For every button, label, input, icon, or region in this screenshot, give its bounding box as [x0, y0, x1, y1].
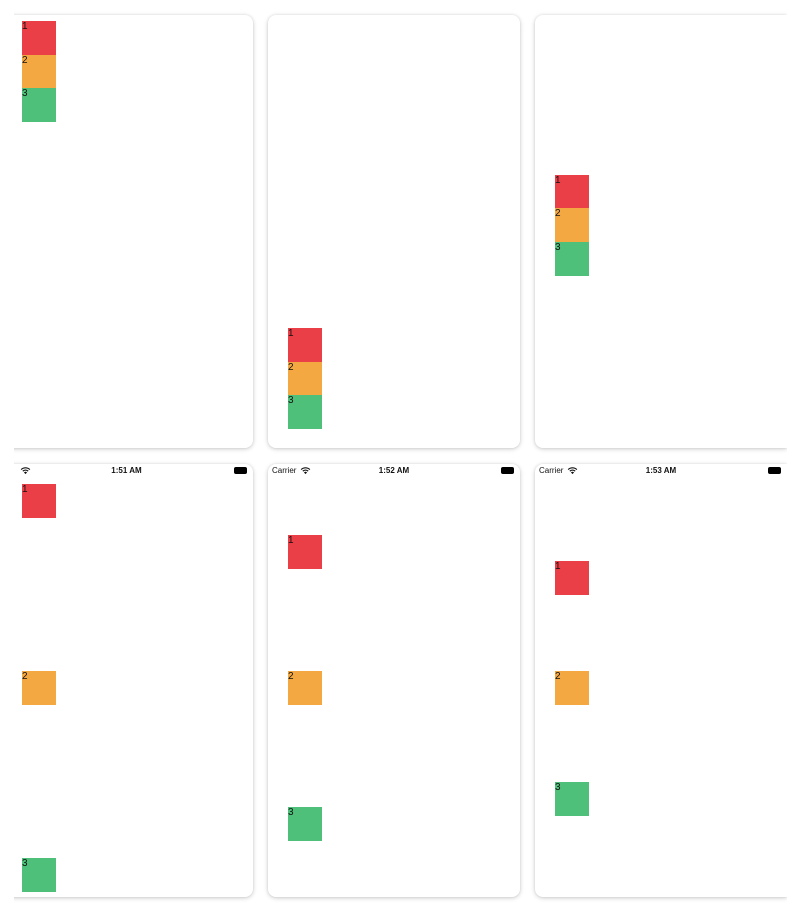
- box-label: 3: [555, 242, 561, 253]
- box-label: 1: [288, 328, 294, 339]
- box-3: 3: [22, 88, 56, 122]
- wifi-icon: [567, 467, 578, 475]
- box-label: 2: [555, 208, 561, 219]
- box-2: 2: [555, 671, 589, 705]
- box-2: 2: [555, 208, 589, 242]
- phone-screen-1: 1 2 3: [0, 15, 253, 448]
- phone-screen-4: rrier 1:51 AM 1 2 3: [0, 464, 253, 897]
- box-label: 2: [555, 671, 561, 682]
- carrier-label: Carrier: [272, 466, 297, 475]
- box-3: 3: [555, 782, 589, 816]
- carrier-label: Carrier: [539, 466, 564, 475]
- box-label: 3: [22, 88, 28, 99]
- box-label: 1: [288, 535, 294, 546]
- box-label: 3: [288, 807, 294, 818]
- phone-screen-2: 1 2 3: [268, 15, 520, 448]
- box-3: 3: [288, 395, 322, 429]
- box-label: 3: [22, 858, 28, 869]
- box-2: 2: [22, 55, 56, 89]
- battery-icon: [768, 467, 781, 474]
- left-edge-crop: [0, 0, 14, 912]
- box-label: 2: [288, 671, 294, 682]
- box-1: 1: [288, 328, 322, 362]
- box-1: 1: [555, 175, 589, 209]
- box-3: 3: [22, 858, 56, 892]
- box-label: 1: [555, 561, 561, 572]
- battery-icon: [234, 467, 247, 474]
- box-2: 2: [288, 362, 322, 396]
- box-label: 1: [22, 484, 28, 495]
- box-1: 1: [555, 561, 589, 595]
- box-label: 2: [22, 55, 28, 66]
- clock-time: 1:52 AM: [378, 466, 410, 475]
- box-label: 1: [22, 21, 28, 32]
- phone-screen-3: 1 2 3: [535, 15, 787, 448]
- status-bar: Carrier 1:53 AM: [535, 464, 787, 478]
- status-bar: Carrier 1:52 AM: [268, 464, 520, 478]
- box-label: 3: [288, 395, 294, 406]
- wifi-icon: [300, 467, 311, 475]
- box-2: 2: [288, 671, 322, 705]
- clock-time: 1:53 AM: [645, 466, 677, 475]
- clock-time: 1:51 AM: [111, 466, 142, 475]
- box-1: 1: [22, 484, 56, 518]
- box-2: 2: [22, 671, 56, 705]
- phone-screen-5: Carrier 1:52 AM 1 2 3: [268, 464, 520, 897]
- status-bar: rrier 1:51 AM: [0, 464, 253, 478]
- box-3: 3: [555, 242, 589, 276]
- phone-screen-6: Carrier 1:53 AM 1 2 3: [535, 464, 787, 897]
- box-1: 1: [288, 535, 322, 569]
- box-label: 2: [288, 362, 294, 373]
- box-3: 3: [288, 807, 322, 841]
- box-label: 3: [555, 782, 561, 793]
- box-label: 2: [22, 671, 28, 682]
- wifi-icon: [20, 467, 31, 475]
- battery-icon: [501, 467, 514, 474]
- box-1: 1: [22, 21, 56, 55]
- box-label: 1: [555, 175, 561, 186]
